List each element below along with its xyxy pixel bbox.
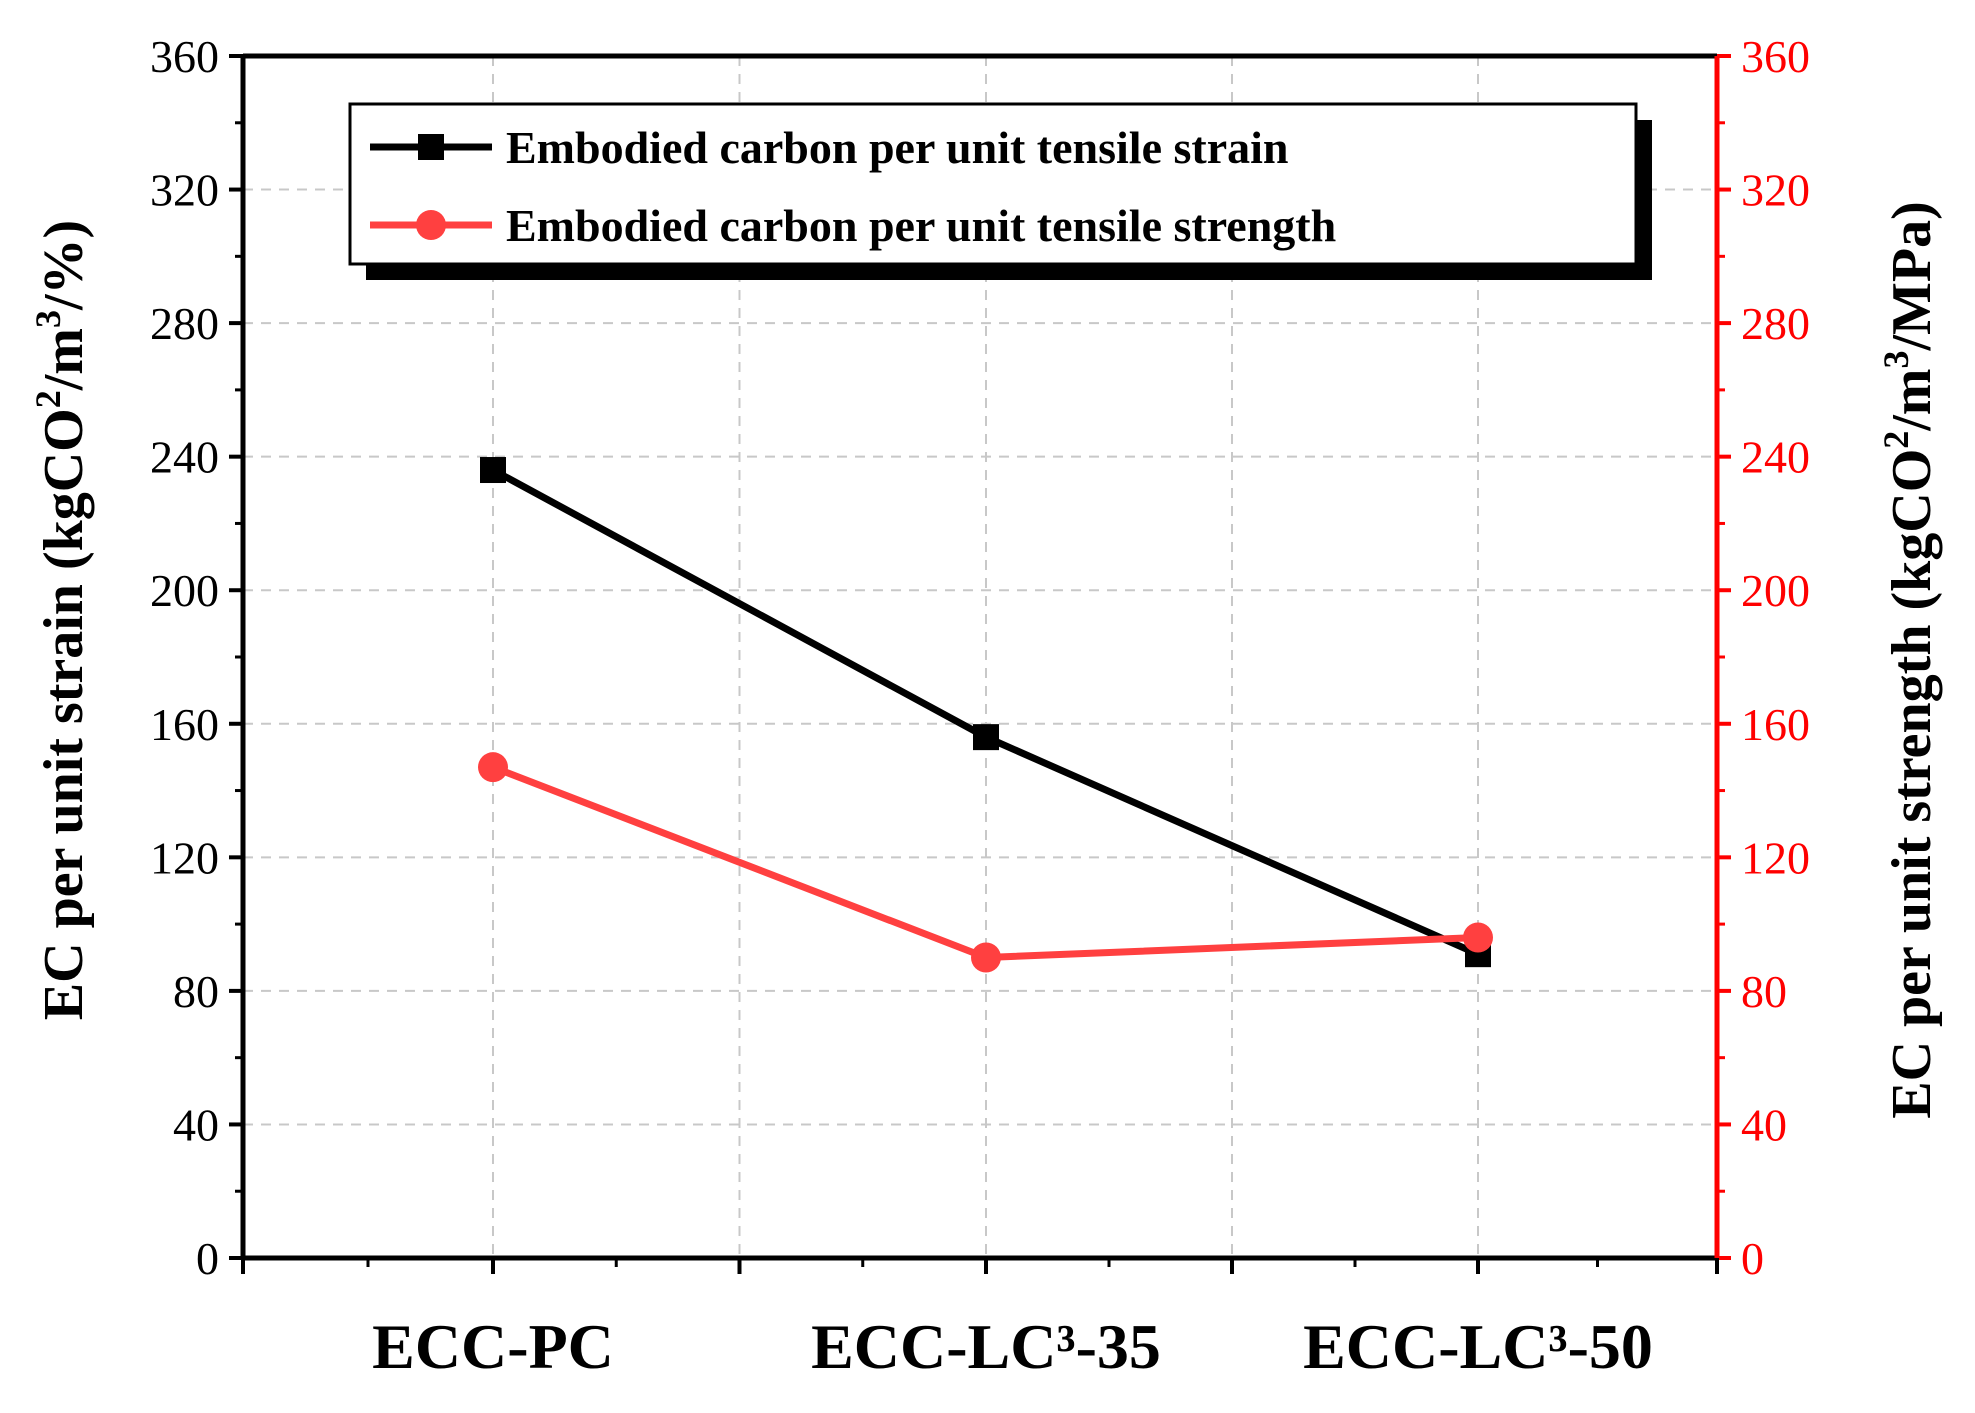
right-tick-label: 320	[1741, 165, 1810, 216]
left-axis-title: EC per unit strain (kgCO2/m3/%)	[28, 220, 95, 1020]
left-tick-label: 80	[173, 966, 219, 1017]
right-tick-label: 360	[1741, 31, 1810, 82]
x-category-label: ECC-LC³-50	[1303, 1311, 1653, 1382]
legend-box	[348, 102, 1638, 266]
x-category-label: ECC-LC³-35	[811, 1311, 1161, 1382]
left-tick-label: 160	[150, 699, 219, 750]
left-tick-label: 40	[173, 1099, 219, 1150]
right-tick-label: 120	[1741, 832, 1810, 883]
series-layer	[478, 457, 1493, 973]
left-tick-label: 120	[150, 832, 219, 883]
right-tick-label: 240	[1741, 432, 1810, 483]
left-tick-label: 360	[150, 31, 219, 82]
right-tick-label: 160	[1741, 699, 1810, 750]
right-tick-label: 0	[1741, 1233, 1764, 1284]
left-tick-label: 0	[196, 1233, 219, 1284]
data-point-strain	[973, 724, 999, 751]
x-category-label: ECC-PC	[372, 1311, 614, 1382]
x-axis: ECC-PC ECC-LC³-35 ECC-LC³-50	[241, 1258, 1719, 1382]
right-tick-label: 200	[1741, 565, 1810, 616]
left-tick-label: 320	[150, 165, 219, 216]
left-tick-label: 240	[150, 432, 219, 483]
legend-label-strain: Embodied carbon per unit tensile strain	[506, 122, 1289, 173]
right-y-axis: 0 40 80 120 160 200 240 280 320 360	[1717, 31, 1810, 1284]
left-y-axis: 0 40 80 120 160 200 240 280 320 360	[150, 31, 243, 1284]
data-point-strength	[478, 752, 508, 783]
left-tick-label: 280	[150, 298, 219, 349]
legend-label-strength: Embodied carbon per unit tensile strengt…	[506, 200, 1336, 251]
legend-marker-circle	[416, 210, 446, 240]
left-tick-label: 200	[150, 565, 219, 616]
data-point-strength	[971, 942, 1001, 973]
data-point-strength	[1463, 922, 1493, 953]
right-tick-label: 40	[1741, 1099, 1787, 1150]
legend: Embodied carbon per unit tensile strain …	[348, 102, 1652, 280]
data-point-strain	[480, 457, 506, 484]
legend-marker-square	[418, 134, 444, 160]
right-tick-label: 80	[1741, 966, 1787, 1017]
right-axis-title: EC per unit strength (kgCO2/m3/MPa)	[1876, 201, 1943, 1119]
right-tick-label: 280	[1741, 298, 1810, 349]
